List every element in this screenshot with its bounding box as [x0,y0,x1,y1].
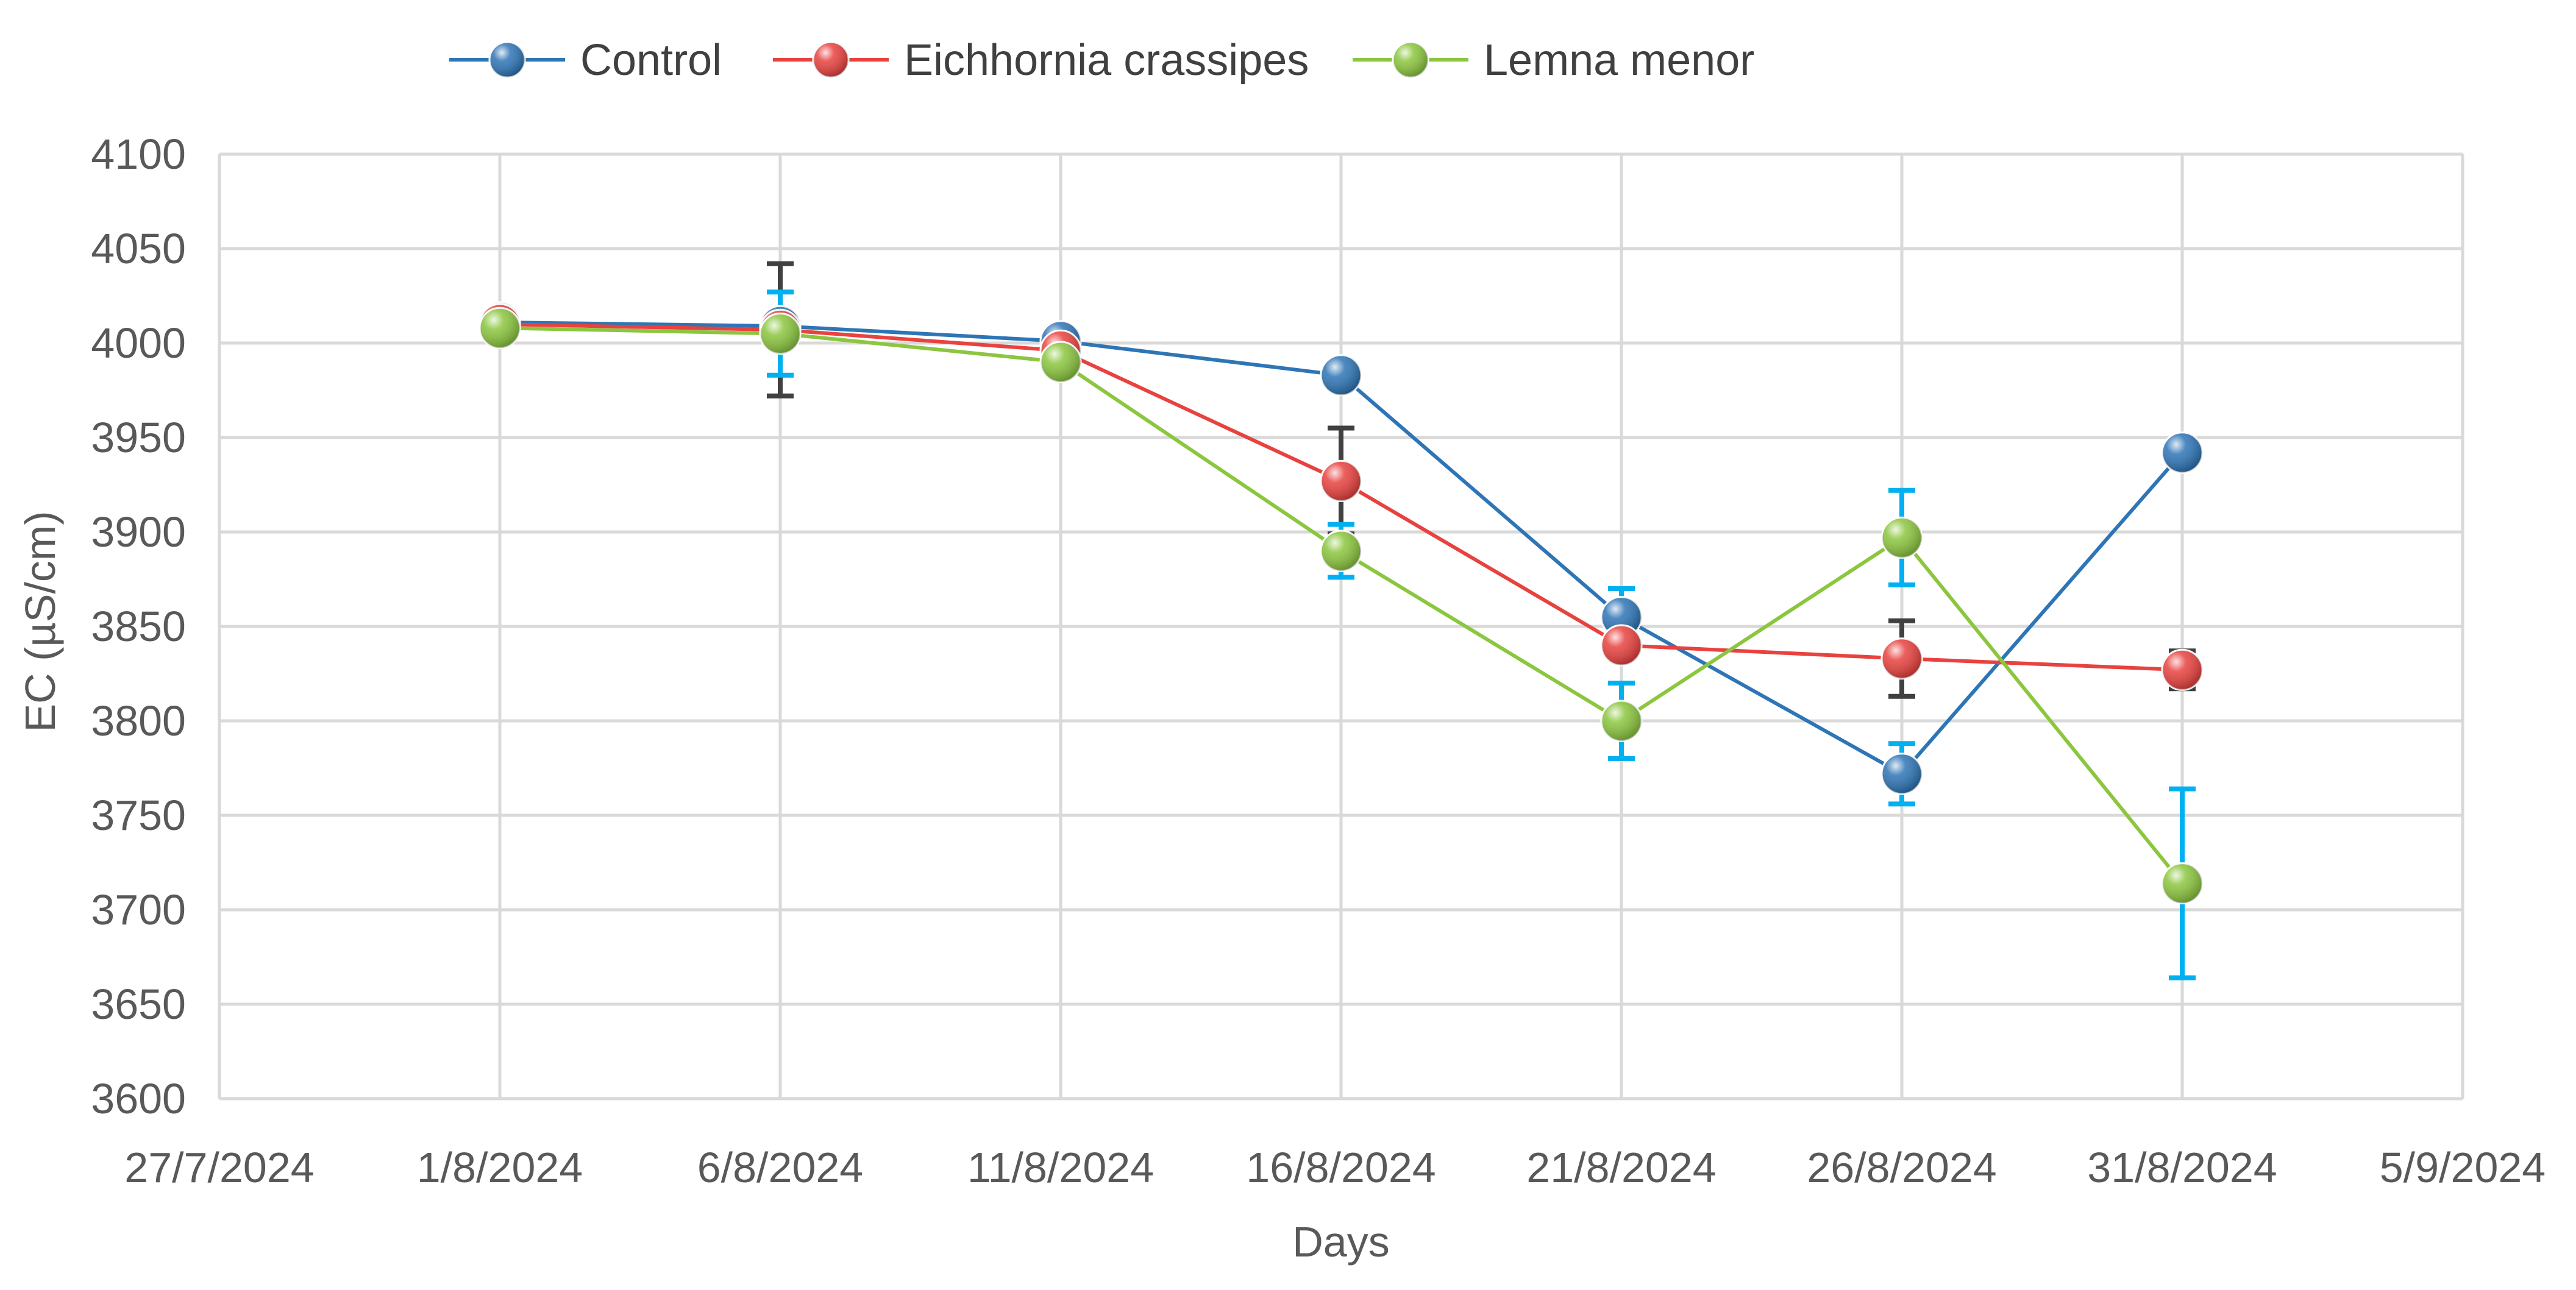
y-tick-label: 3650 [91,980,186,1028]
y-tick-label: 3750 [91,792,186,839]
data-point-highlight [1601,625,1642,665]
x-tick-label: 31/8/2024 [2087,1144,2277,1191]
legend-label: Lemna menor [1484,36,1754,85]
data-point-highlight [1041,342,1081,382]
y-tick-label: 3900 [91,508,186,556]
legend-marker-highlight [1393,42,1428,77]
x-tick-label: 27/7/2024 [124,1144,314,1191]
error-bars-1 [767,261,2196,699]
data-point-highlight [1882,753,1922,794]
y-axis-title: EC (µS/cm) [16,511,64,732]
x-axis-ticks: 27/7/2024 1/8/2024 6/8/2024 11/8/2024 16/8/2… [124,1144,2546,1191]
data-point-highlight [1321,531,1361,571]
x-tick-label: 11/8/2024 [967,1144,1154,1191]
x-tick-label: 6/8/2024 [697,1144,863,1191]
x-tick-label: 5/9/2024 [2380,1144,2546,1191]
x-tick-label: 26/8/2024 [1807,1144,1996,1191]
y-tick-label: 3850 [91,603,186,650]
legend-marker-highlight [813,42,849,77]
y-tick-label: 3700 [91,886,186,934]
x-tick-label: 21/8/2024 [1526,1144,1716,1191]
legend-marker-highlight [489,42,525,77]
data-point-highlight [2162,650,2202,690]
series [479,261,2204,980]
y-tick-label: 4050 [91,225,186,272]
data-point-highlight [760,313,800,354]
data-point-highlight [1321,461,1361,501]
y-tick-label: 3600 [91,1075,186,1122]
x-tick-label: 1/8/2024 [417,1144,583,1191]
data-point-highlight [1601,701,1642,741]
legend-entry-2: Lemna menor [1353,36,1754,85]
x-axis-title: Days [1292,1218,1389,1266]
legend-label: Control [580,36,722,85]
y-tick-label: 3800 [91,697,186,745]
grid [218,152,2464,1100]
legend-entry-0: Control [449,36,722,85]
data-point-highlight [2162,432,2202,473]
y-tick-label: 4100 [91,130,186,178]
data-point-highlight [480,308,520,349]
legend-label: Eichhornia crassipes [904,36,1309,85]
data-point-highlight [2162,863,2202,904]
y-tick-label: 4000 [91,319,186,367]
data-point-highlight [1882,517,1922,558]
legend-entry-1: Eichhornia crassipes [773,36,1309,85]
data-point-highlight [1882,638,1922,679]
legend: Control Eichhornia crassipes Lemna menor [449,36,1754,85]
y-tick-label: 3950 [91,414,186,461]
data-point-highlight [1321,355,1361,395]
y-axis-ticks: 3600 3650 3700 3750 3800 3850 3900 3950 4000 4050… [91,130,186,1122]
x-tick-label: 16/8/2024 [1246,1144,1436,1191]
series-markers-2 [479,307,2204,905]
